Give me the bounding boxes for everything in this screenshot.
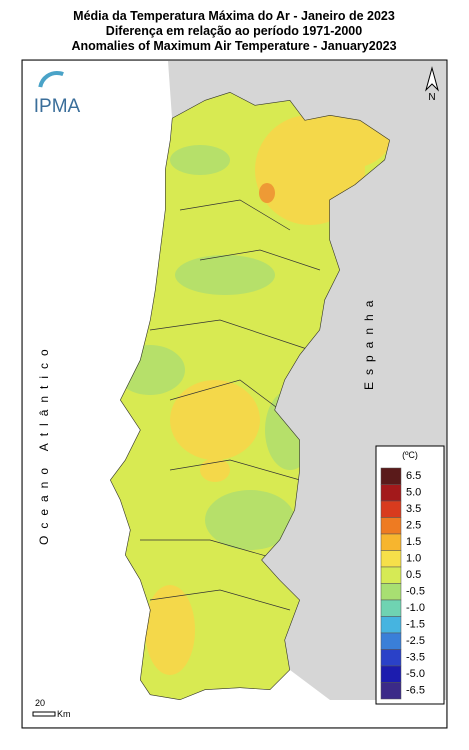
legend-label: -1.5	[406, 619, 425, 631]
legend-label: 1.5	[406, 536, 421, 548]
legend-swatch	[380, 566, 402, 584]
legend: 6.5 5.0 3.5 2.5 1.5 1.0 0.5 -0.5 -1.0 -1.5 -2.5 -3.…	[380, 467, 425, 700]
anomaly-field	[110, 92, 390, 700]
legend-swatch	[380, 467, 402, 485]
legend-swatch	[380, 517, 402, 535]
legend-swatch	[380, 616, 402, 634]
legend-label: -3.5	[406, 652, 425, 664]
title-line: Diferença em relação ao período 1971-200…	[106, 24, 362, 38]
title-line: Média da Temperatura Máxima do Ar - Jane…	[73, 9, 395, 23]
legend-label: -0.5	[406, 586, 425, 598]
scale-distance: 20	[35, 698, 45, 708]
spain-label: Espanha	[362, 294, 376, 390]
legend-swatch	[380, 599, 402, 617]
legend-swatch	[380, 632, 402, 650]
legend-unit: (ºC)	[402, 450, 418, 460]
legend-label: 6.5	[406, 470, 421, 482]
north-arrow	[425, 66, 439, 92]
legend-swatch	[380, 649, 402, 667]
legend-label: 3.5	[406, 503, 421, 515]
legend-swatch	[380, 682, 402, 700]
legend-label: 0.5	[406, 569, 421, 581]
north-label: N	[428, 92, 435, 103]
scale-unit: Km	[57, 709, 71, 719]
legend-swatch	[380, 500, 402, 518]
legend-swatch	[380, 484, 402, 502]
legend-label: -5.0	[406, 668, 425, 680]
legend-swatch	[380, 550, 402, 568]
legend-label: -1.0	[406, 602, 425, 614]
logo-arc	[38, 70, 76, 109]
legend-label: -2.5	[406, 635, 425, 647]
legend-label: 1.0	[406, 553, 421, 565]
ocean-label: Oceano Atlântico	[37, 342, 51, 545]
logo: IPMA	[34, 96, 81, 117]
legend-swatch	[380, 665, 402, 683]
scale-bar	[32, 711, 56, 717]
legend-label: -6.5	[406, 685, 425, 697]
title-line: Anomalies of Maximum Air Temperature - J…	[71, 39, 396, 53]
legend-label: 5.0	[406, 487, 421, 499]
legend-swatch	[380, 533, 402, 551]
legend-label: 2.5	[406, 520, 421, 532]
ocean	[23, 61, 446, 727]
legend-swatch	[380, 583, 402, 601]
